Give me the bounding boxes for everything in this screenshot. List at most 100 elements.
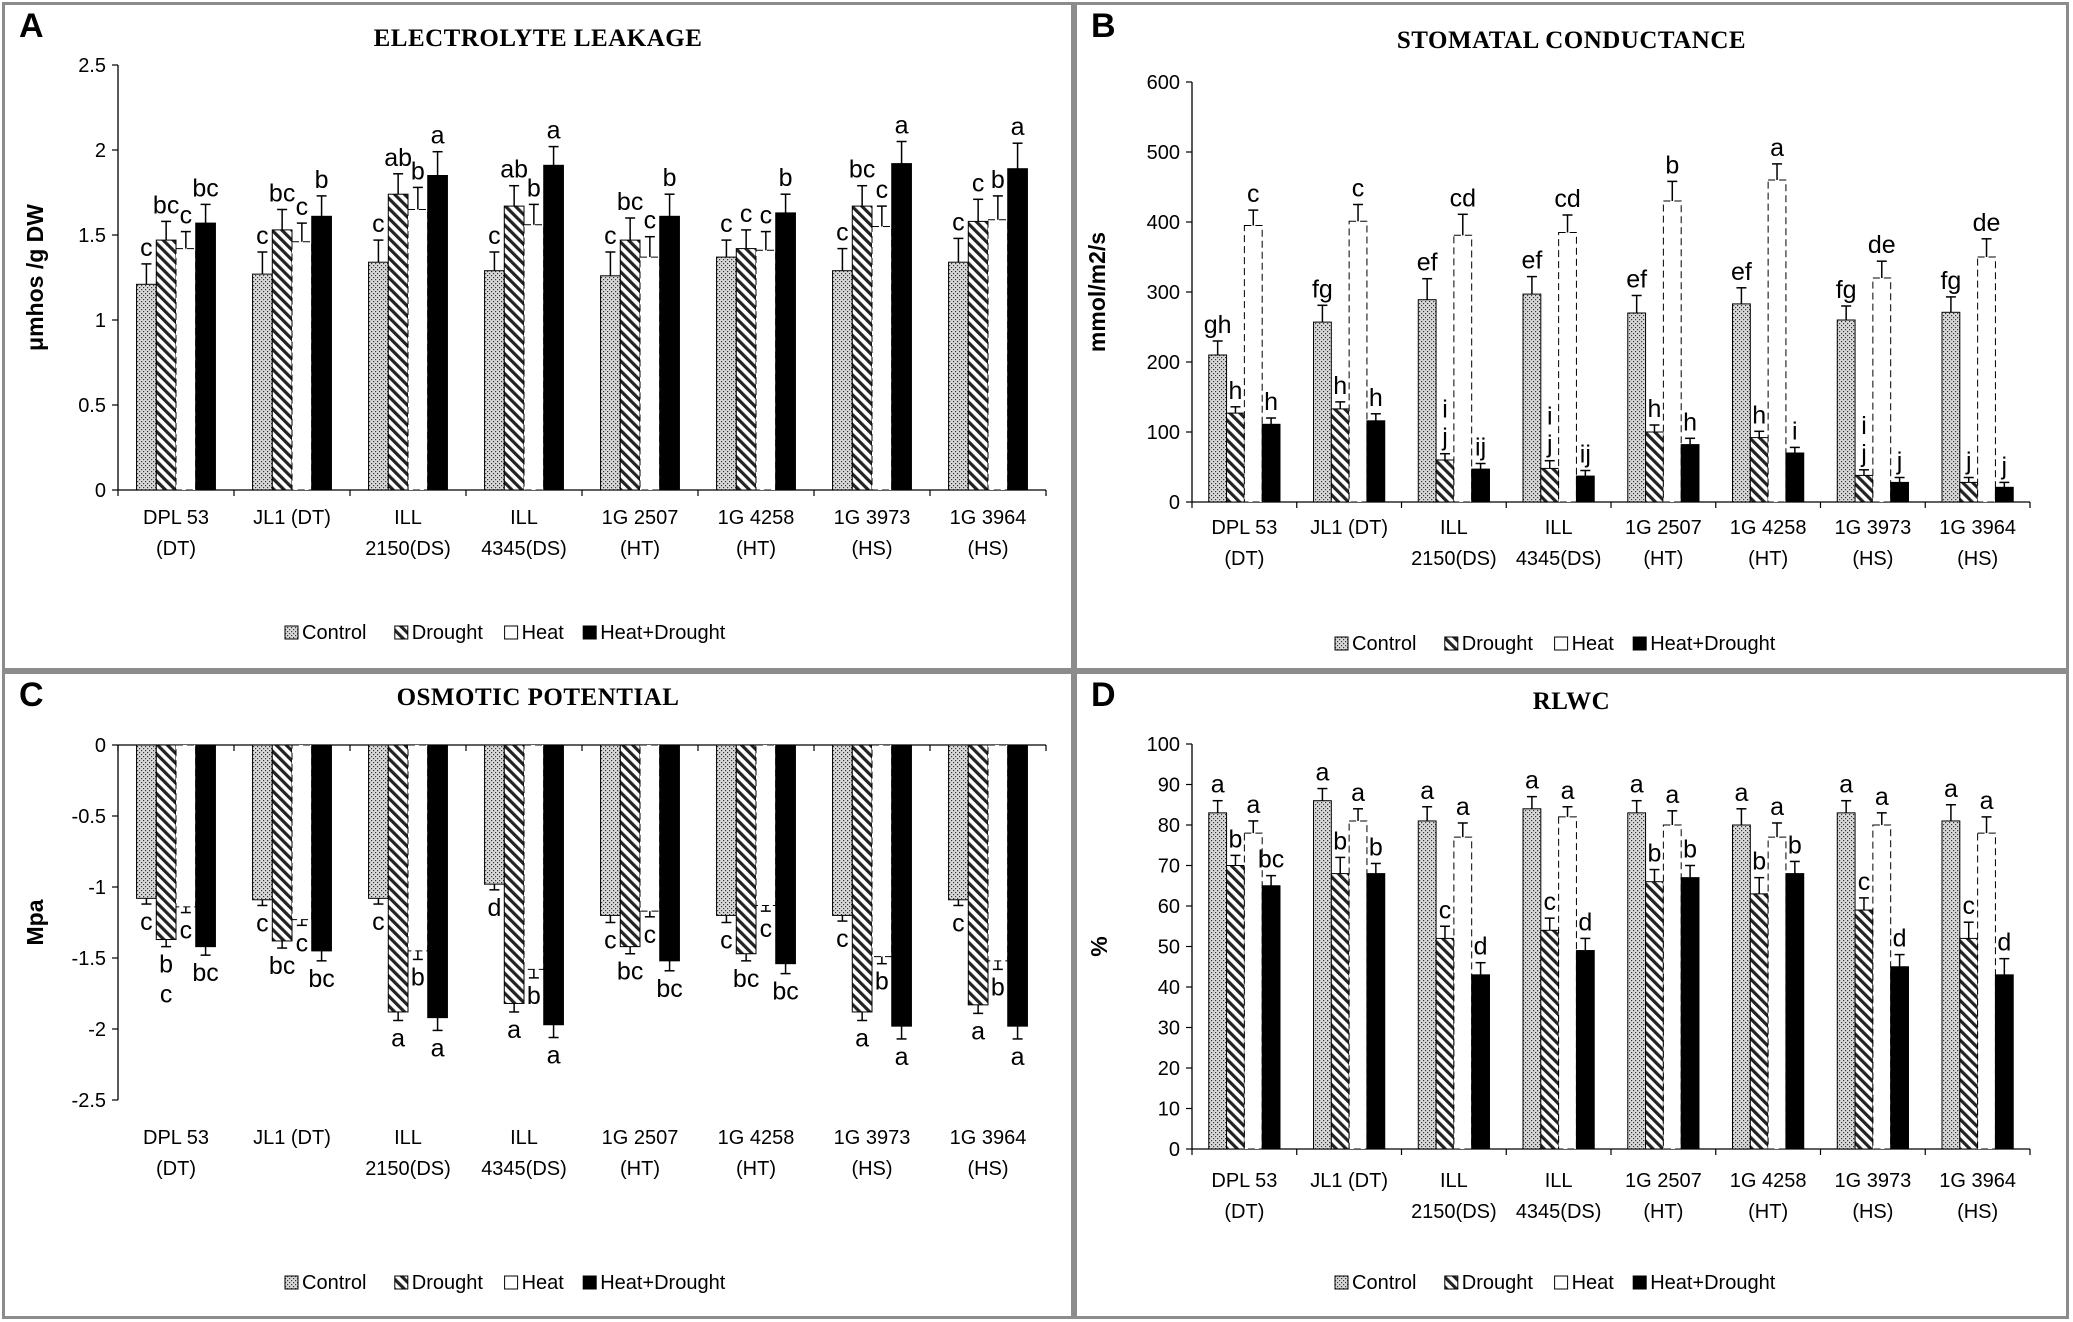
significance-letter: c: [256, 909, 269, 937]
significance-letter: d: [1893, 925, 1907, 953]
category-label: 1G 4258: [1730, 1170, 1807, 1192]
legend-swatch: [1334, 1275, 1349, 1290]
bar: [291, 241, 313, 491]
bar: [1243, 832, 1263, 1150]
bar: [600, 744, 621, 916]
bar: [427, 175, 448, 491]
significance-letter: a: [1246, 791, 1260, 819]
bar: [155, 239, 177, 491]
significance-letter: b: [1369, 833, 1383, 861]
significance-letter: h: [1683, 408, 1697, 436]
y-tick-label: 400: [1147, 212, 1180, 234]
bar: [1208, 354, 1228, 503]
significance-letter: a: [1011, 1043, 1025, 1071]
significance-letter: a: [1839, 771, 1853, 799]
significance-letter: h: [1333, 372, 1347, 400]
bar: [619, 239, 641, 491]
significance-letter: c: [952, 208, 965, 236]
bar: [1226, 865, 1245, 1150]
significance-letter: fg: [1836, 276, 1857, 304]
bar: [948, 744, 969, 901]
significance-letter: c: [180, 917, 193, 945]
significance-letter: bc: [1258, 846, 1284, 874]
bar: [543, 744, 564, 1026]
category-label: 1G 2507: [1625, 517, 1702, 539]
category-label: 1G 3973: [1835, 517, 1912, 539]
bar: [987, 219, 1009, 491]
y-tick-label: 1: [95, 310, 106, 332]
legend-swatch: [1334, 636, 1349, 651]
category-label: (HT): [620, 1158, 660, 1180]
legend-swatch: [1554, 1275, 1569, 1290]
bar: [1890, 481, 1909, 503]
y-tick-label: 200: [1147, 352, 1180, 374]
bar: [967, 220, 989, 491]
bar: [1872, 277, 1892, 503]
y-tick-label: 0: [1169, 1139, 1180, 1161]
y-tick-label: 0: [95, 735, 106, 757]
category-label: (HS): [967, 1158, 1008, 1180]
category-label: 1G 3973: [1835, 1170, 1912, 1192]
y-tick-label: 30: [1158, 1018, 1180, 1040]
bar: [543, 164, 564, 491]
significance-letter: a: [391, 1024, 405, 1052]
y-tick-label: -1.5: [72, 948, 106, 970]
significance-letter: d: [1997, 929, 2011, 957]
bar: [1662, 824, 1682, 1150]
legend-label: Drought: [412, 1272, 484, 1294]
bar: [775, 212, 796, 491]
category-label: 2150(DS): [1411, 1201, 1497, 1223]
y-tick-label: 1.5: [78, 225, 106, 247]
significance-letter: j: [1965, 448, 1972, 476]
bar: [407, 209, 429, 491]
bar: [1313, 800, 1332, 1150]
legend-swatch: [504, 1275, 519, 1290]
significance-letter: c: [760, 915, 773, 943]
chart-title: RLWC: [1532, 688, 1611, 715]
legend-label: Heat: [1572, 633, 1615, 655]
rlwc-chart: 0 10 20 30 40 50 60 70 80 90 100% DPL 53 (DT) JL1 (DT…: [1086, 734, 2031, 1294]
legend-swatch: [1554, 636, 1569, 651]
significance-letter: b: [159, 951, 173, 979]
significance-letter: c: [372, 908, 385, 936]
bar: [659, 744, 680, 962]
bar: [891, 163, 912, 491]
significance-letter: c: [180, 202, 193, 230]
bar: [1645, 881, 1664, 1150]
bar: [523, 744, 545, 970]
bar: [1872, 824, 1892, 1150]
bar: [871, 226, 893, 491]
significance-letter: c: [720, 927, 733, 955]
significance-letter: ab: [384, 144, 412, 172]
category-label: ILL: [1440, 1170, 1468, 1192]
significance-letter: a: [431, 122, 445, 150]
category-label: (HT): [1643, 1201, 1683, 1223]
y-tick-label: 0: [95, 480, 106, 502]
y-tick-label: 90: [1158, 775, 1180, 797]
bar: [851, 744, 873, 1013]
bar: [1680, 877, 1700, 1150]
bar: [1627, 812, 1647, 1150]
category-label: 4345(DS): [1516, 548, 1602, 570]
y-tick-label: 60: [1158, 896, 1180, 918]
significance-letter: j: [2001, 452, 2008, 480]
bar: [407, 744, 429, 952]
significance-letter: b: [411, 963, 425, 991]
significance-letter: a: [895, 1043, 909, 1071]
significance-letter: bc: [617, 958, 643, 986]
bar: [271, 744, 293, 942]
category-label: (HS): [1957, 548, 1998, 570]
y-tick-label: -2.5: [72, 1090, 106, 1112]
y-axis-label: Mpa: [22, 899, 48, 945]
bar: [1627, 312, 1647, 503]
significance-letter: cd: [1554, 185, 1580, 213]
bar: [600, 275, 621, 491]
panel-c: C OSMOTIC POTENTIAL 0 -0.5 -1 -1.5 -2 -2.5 Mpa…: [2, 671, 1074, 1319]
bar: [1977, 832, 1996, 1150]
significance-letter: a: [1211, 771, 1225, 799]
bar: [1366, 420, 1386, 503]
bar: [311, 744, 332, 952]
significance-letter: h: [1752, 401, 1766, 429]
bar: [1417, 820, 1437, 1150]
category-label: ILL: [394, 507, 422, 529]
